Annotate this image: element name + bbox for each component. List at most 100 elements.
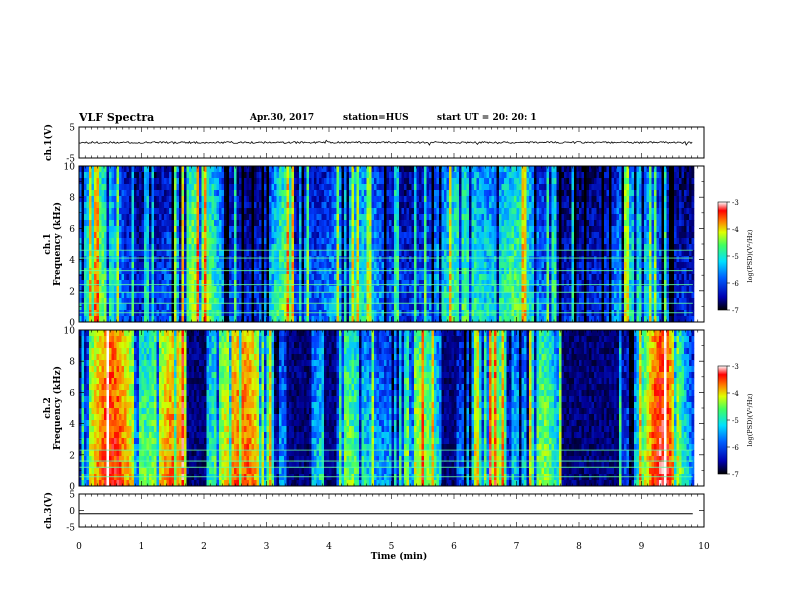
ch1-cell bbox=[491, 196, 495, 203]
ch1-cell bbox=[121, 232, 125, 239]
ch1-cell bbox=[426, 196, 430, 203]
ch1-cell bbox=[459, 166, 462, 173]
ch1-cell bbox=[371, 316, 375, 323]
ch1-cell bbox=[401, 298, 405, 305]
ch1-cell bbox=[99, 298, 102, 305]
ch1-cell bbox=[286, 292, 290, 299]
ch1-cell bbox=[294, 268, 297, 275]
ch1-cell bbox=[136, 286, 140, 293]
ch1-cell bbox=[346, 214, 350, 221]
ch1-cell bbox=[506, 166, 510, 173]
ch1-cell bbox=[111, 262, 115, 269]
ch1-cell bbox=[474, 178, 477, 185]
ch1-cell bbox=[256, 298, 260, 305]
ch1-cell bbox=[374, 304, 377, 311]
ch1-cell bbox=[421, 220, 425, 227]
ch1-cell bbox=[541, 178, 545, 185]
ch1-cell bbox=[334, 280, 337, 287]
ch1-cell bbox=[536, 184, 540, 191]
ch1-cell bbox=[299, 166, 302, 173]
ch1-cell bbox=[176, 202, 180, 209]
ch1-cell bbox=[249, 304, 252, 311]
ch1-cell bbox=[416, 268, 420, 275]
ch1-cell bbox=[134, 274, 137, 281]
ch1-cell bbox=[426, 244, 430, 251]
ch1-cell bbox=[256, 202, 260, 209]
ch1-cell bbox=[519, 280, 522, 287]
ch1-cell bbox=[284, 262, 287, 269]
ch1-cell bbox=[449, 202, 452, 209]
ch1-cell bbox=[416, 256, 420, 263]
ch1-cell bbox=[401, 274, 405, 281]
ch1-cell bbox=[481, 220, 485, 227]
ch1-cell bbox=[331, 190, 335, 197]
ch1-cell bbox=[474, 268, 477, 275]
ch1-cell bbox=[214, 190, 217, 197]
ch1-cell bbox=[141, 214, 145, 221]
ch1-cell bbox=[309, 316, 312, 323]
ch1-cell bbox=[316, 286, 320, 293]
ch1-cell bbox=[264, 178, 267, 185]
ch1-cell bbox=[501, 280, 505, 287]
ch1-cell bbox=[541, 280, 545, 287]
ch1-cell bbox=[404, 304, 407, 311]
ch1-cell bbox=[234, 196, 237, 203]
ch1-cell bbox=[101, 250, 105, 257]
ch1-cell bbox=[414, 220, 417, 227]
ch1-cell bbox=[196, 226, 200, 233]
ch1-cell bbox=[356, 298, 360, 305]
ch1-cell bbox=[154, 184, 157, 191]
ch1-cell bbox=[81, 196, 85, 203]
ch1-cell bbox=[141, 166, 145, 173]
ch1-cell bbox=[94, 184, 97, 191]
ch1-cell bbox=[214, 196, 217, 203]
ch1-cell bbox=[256, 274, 260, 281]
ch1-cell bbox=[241, 292, 245, 299]
ch1-cell bbox=[149, 262, 152, 269]
ch1-cell bbox=[136, 304, 140, 311]
ch1-cell bbox=[446, 208, 450, 215]
ch1-cell bbox=[89, 292, 92, 299]
ch1-cell bbox=[531, 178, 535, 185]
ch1-cell bbox=[174, 190, 177, 197]
ch1-cell bbox=[516, 262, 520, 269]
ch1-cell bbox=[276, 262, 280, 269]
ch1-cell bbox=[169, 274, 172, 281]
ch1-cell bbox=[331, 214, 335, 221]
ch1-cell bbox=[516, 202, 520, 209]
ch1-cell bbox=[171, 226, 175, 233]
ch1-cell bbox=[274, 238, 277, 245]
ch1-cell bbox=[474, 316, 477, 323]
ch1-cell bbox=[346, 256, 350, 263]
ch1-cell bbox=[494, 190, 497, 197]
ch1-cell bbox=[416, 274, 420, 281]
ch1-cell bbox=[226, 196, 230, 203]
ch1-cell bbox=[446, 256, 450, 263]
ch1-cell bbox=[256, 226, 260, 233]
ch1-cell bbox=[219, 184, 222, 191]
ch1-cell bbox=[521, 316, 525, 323]
ch1-cell bbox=[201, 316, 205, 323]
ch1-cell bbox=[534, 250, 537, 257]
ch1-cell bbox=[279, 172, 282, 179]
ch1-cell bbox=[324, 268, 327, 275]
ch1-cell bbox=[211, 172, 215, 179]
ch1-cell bbox=[111, 250, 115, 257]
ch1-cell bbox=[191, 208, 195, 215]
ch1-cell bbox=[189, 226, 192, 233]
ch1-cell bbox=[126, 178, 130, 185]
ch1-cell bbox=[214, 274, 217, 281]
ch1-cell bbox=[359, 178, 362, 185]
ch1-cell bbox=[209, 214, 212, 221]
ch1-cell bbox=[101, 286, 105, 293]
ch1-cell bbox=[391, 190, 395, 197]
ch1-cell bbox=[226, 292, 230, 299]
ch1-cell bbox=[519, 304, 522, 311]
ch1-cell bbox=[484, 220, 487, 227]
ch1-cell bbox=[354, 220, 357, 227]
ch1-cell bbox=[286, 172, 290, 179]
ch1-cell bbox=[439, 316, 442, 323]
ch1-cell bbox=[191, 280, 195, 287]
ch1-cell bbox=[521, 196, 525, 203]
ch1-cell bbox=[226, 256, 230, 263]
